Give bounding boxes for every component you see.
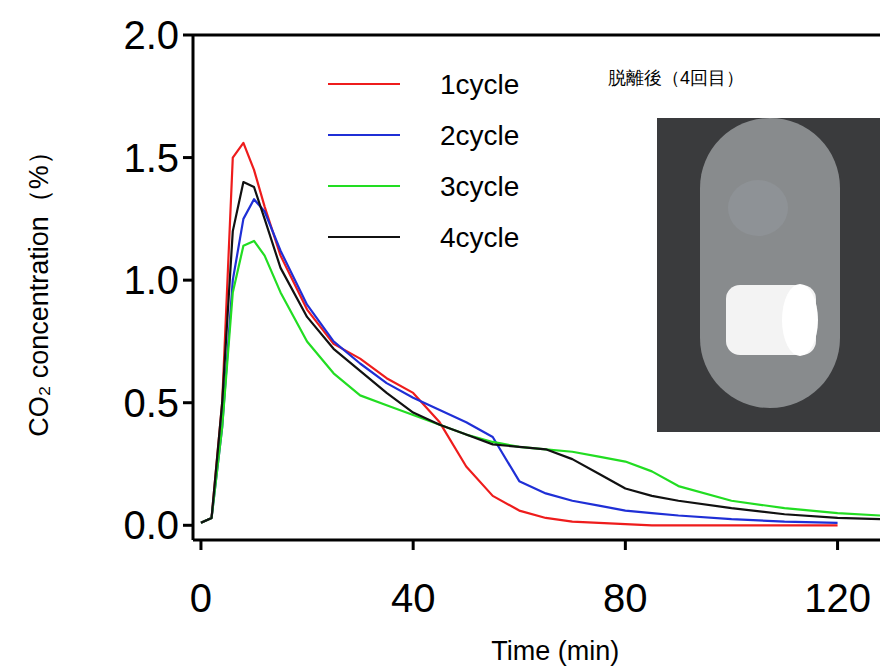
tube-reflection [728, 180, 788, 236]
series-line [201, 241, 880, 523]
y-tick-label: 1.5 [123, 136, 179, 180]
legend-label: 3cycle [440, 171, 519, 202]
series-line [201, 199, 838, 523]
y-tick-label: 1.0 [123, 258, 179, 302]
inset-photo [657, 118, 880, 432]
legend-swatch [328, 134, 400, 136]
y-tick-label: 2.0 [123, 13, 179, 57]
y-tick [183, 279, 193, 282]
x-tick-label: 40 [391, 576, 436, 620]
x-axis [193, 539, 880, 542]
x-tick-label: 120 [804, 576, 871, 620]
y-axis [192, 35, 195, 540]
x-tick [624, 540, 627, 550]
lines [201, 143, 880, 525]
annotation: 脱離後（4回目） [608, 68, 744, 88]
x-tick-label: 80 [603, 576, 648, 620]
chart: 0.0 0.5 1.0 1.5 2.0 0 40 80 120 Time (min) CO₂ con… [0, 0, 891, 669]
y-axis-title: CO₂ concentration（%） [24, 138, 54, 437]
x-tick [199, 540, 202, 550]
top-frame [193, 34, 880, 37]
x-axis-title: Time (min) [491, 636, 619, 666]
y-tick-label: 0.0 [123, 503, 179, 547]
legend-swatch [328, 185, 400, 187]
legend-label: 1cycle [440, 69, 519, 100]
y-tick [183, 156, 193, 159]
test-tube [700, 118, 840, 408]
legend-label: 4cycle [440, 222, 519, 253]
series-line [201, 143, 838, 525]
legend-swatch [328, 83, 400, 85]
photo-background [657, 118, 880, 432]
x-tick-label: 0 [190, 576, 212, 620]
legend: 1cycle 2cycle 3cycle 4cycle [328, 69, 519, 253]
x-tick [412, 540, 415, 550]
legend-label: 2cycle [440, 120, 519, 151]
y-tick-label: 0.5 [123, 381, 179, 425]
series-line [201, 182, 880, 523]
x-tick [836, 540, 839, 550]
y-tick [183, 524, 193, 527]
sorbent-face [782, 284, 818, 356]
y-tick [183, 401, 193, 404]
legend-swatch [328, 236, 400, 238]
y-tick [183, 34, 193, 37]
